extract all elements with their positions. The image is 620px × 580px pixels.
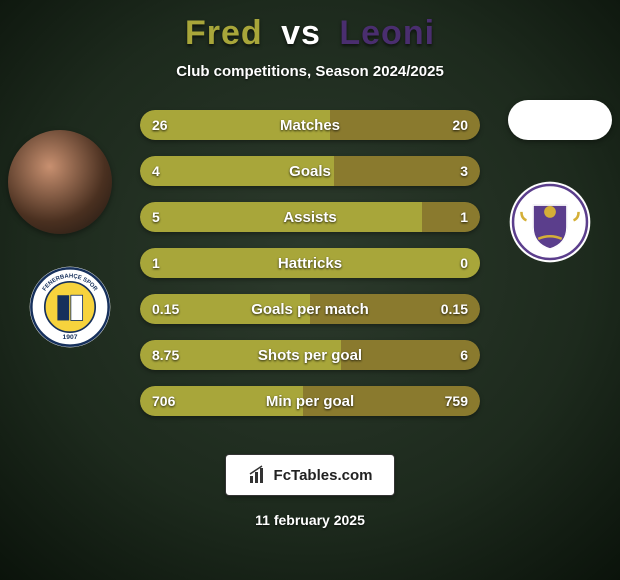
stat-row: Shots per goal8.756 bbox=[140, 340, 480, 370]
stat-value-left: 706 bbox=[140, 386, 187, 416]
title-player2: Leoni bbox=[339, 14, 435, 52]
stat-value-left: 5 bbox=[140, 202, 172, 232]
title-vs: vs bbox=[281, 14, 321, 52]
footer-date: 11 february 2025 bbox=[0, 512, 620, 528]
player2-club-logo bbox=[508, 180, 592, 264]
stat-row: Goals per match0.150.15 bbox=[140, 294, 480, 324]
stat-row: Matches2620 bbox=[140, 110, 480, 140]
stat-fill-left bbox=[140, 202, 422, 232]
title-player1: Fred bbox=[185, 14, 263, 52]
stat-value-right: 759 bbox=[433, 386, 480, 416]
stat-value-right: 1 bbox=[448, 202, 480, 232]
stat-value-left: 26 bbox=[140, 110, 180, 140]
stat-row: Assists51 bbox=[140, 202, 480, 232]
stat-value-left: 8.75 bbox=[140, 340, 191, 370]
stat-value-left: 1 bbox=[140, 248, 172, 278]
page-title: Fred vs Leoni bbox=[0, 14, 620, 53]
player2-avatar-placeholder bbox=[508, 100, 612, 140]
stat-value-right: 20 bbox=[440, 110, 480, 140]
subtitle: Club competitions, Season 2024/2025 bbox=[0, 63, 620, 80]
stat-value-right: 6 bbox=[448, 340, 480, 370]
stat-value-left: 0.15 bbox=[140, 294, 191, 324]
player1-club-logo: FENERBAHÇE SPOR 1907 bbox=[28, 265, 112, 349]
fctables-logo[interactable]: FcTables.com bbox=[225, 454, 395, 496]
stat-fill-left bbox=[140, 248, 480, 278]
stat-row: Hattricks10 bbox=[140, 248, 480, 278]
footer-brand: FcTables.com bbox=[274, 467, 373, 484]
stat-value-right: 0.15 bbox=[429, 294, 480, 324]
stat-row: Goals43 bbox=[140, 156, 480, 186]
stat-bars: Matches2620Goals43Assists51Hattricks10Go… bbox=[140, 110, 480, 416]
chart-icon bbox=[248, 465, 268, 485]
stat-value-right: 0 bbox=[448, 248, 480, 278]
stat-value-right: 3 bbox=[448, 156, 480, 186]
stat-value-left: 4 bbox=[140, 156, 172, 186]
stat-row: Min per goal706759 bbox=[140, 386, 480, 416]
player1-avatar bbox=[8, 130, 112, 234]
comparison-area: FENERBAHÇE SPOR 1907 Matches2620Goals43A… bbox=[0, 110, 620, 430]
svg-text:1907: 1907 bbox=[63, 334, 78, 341]
